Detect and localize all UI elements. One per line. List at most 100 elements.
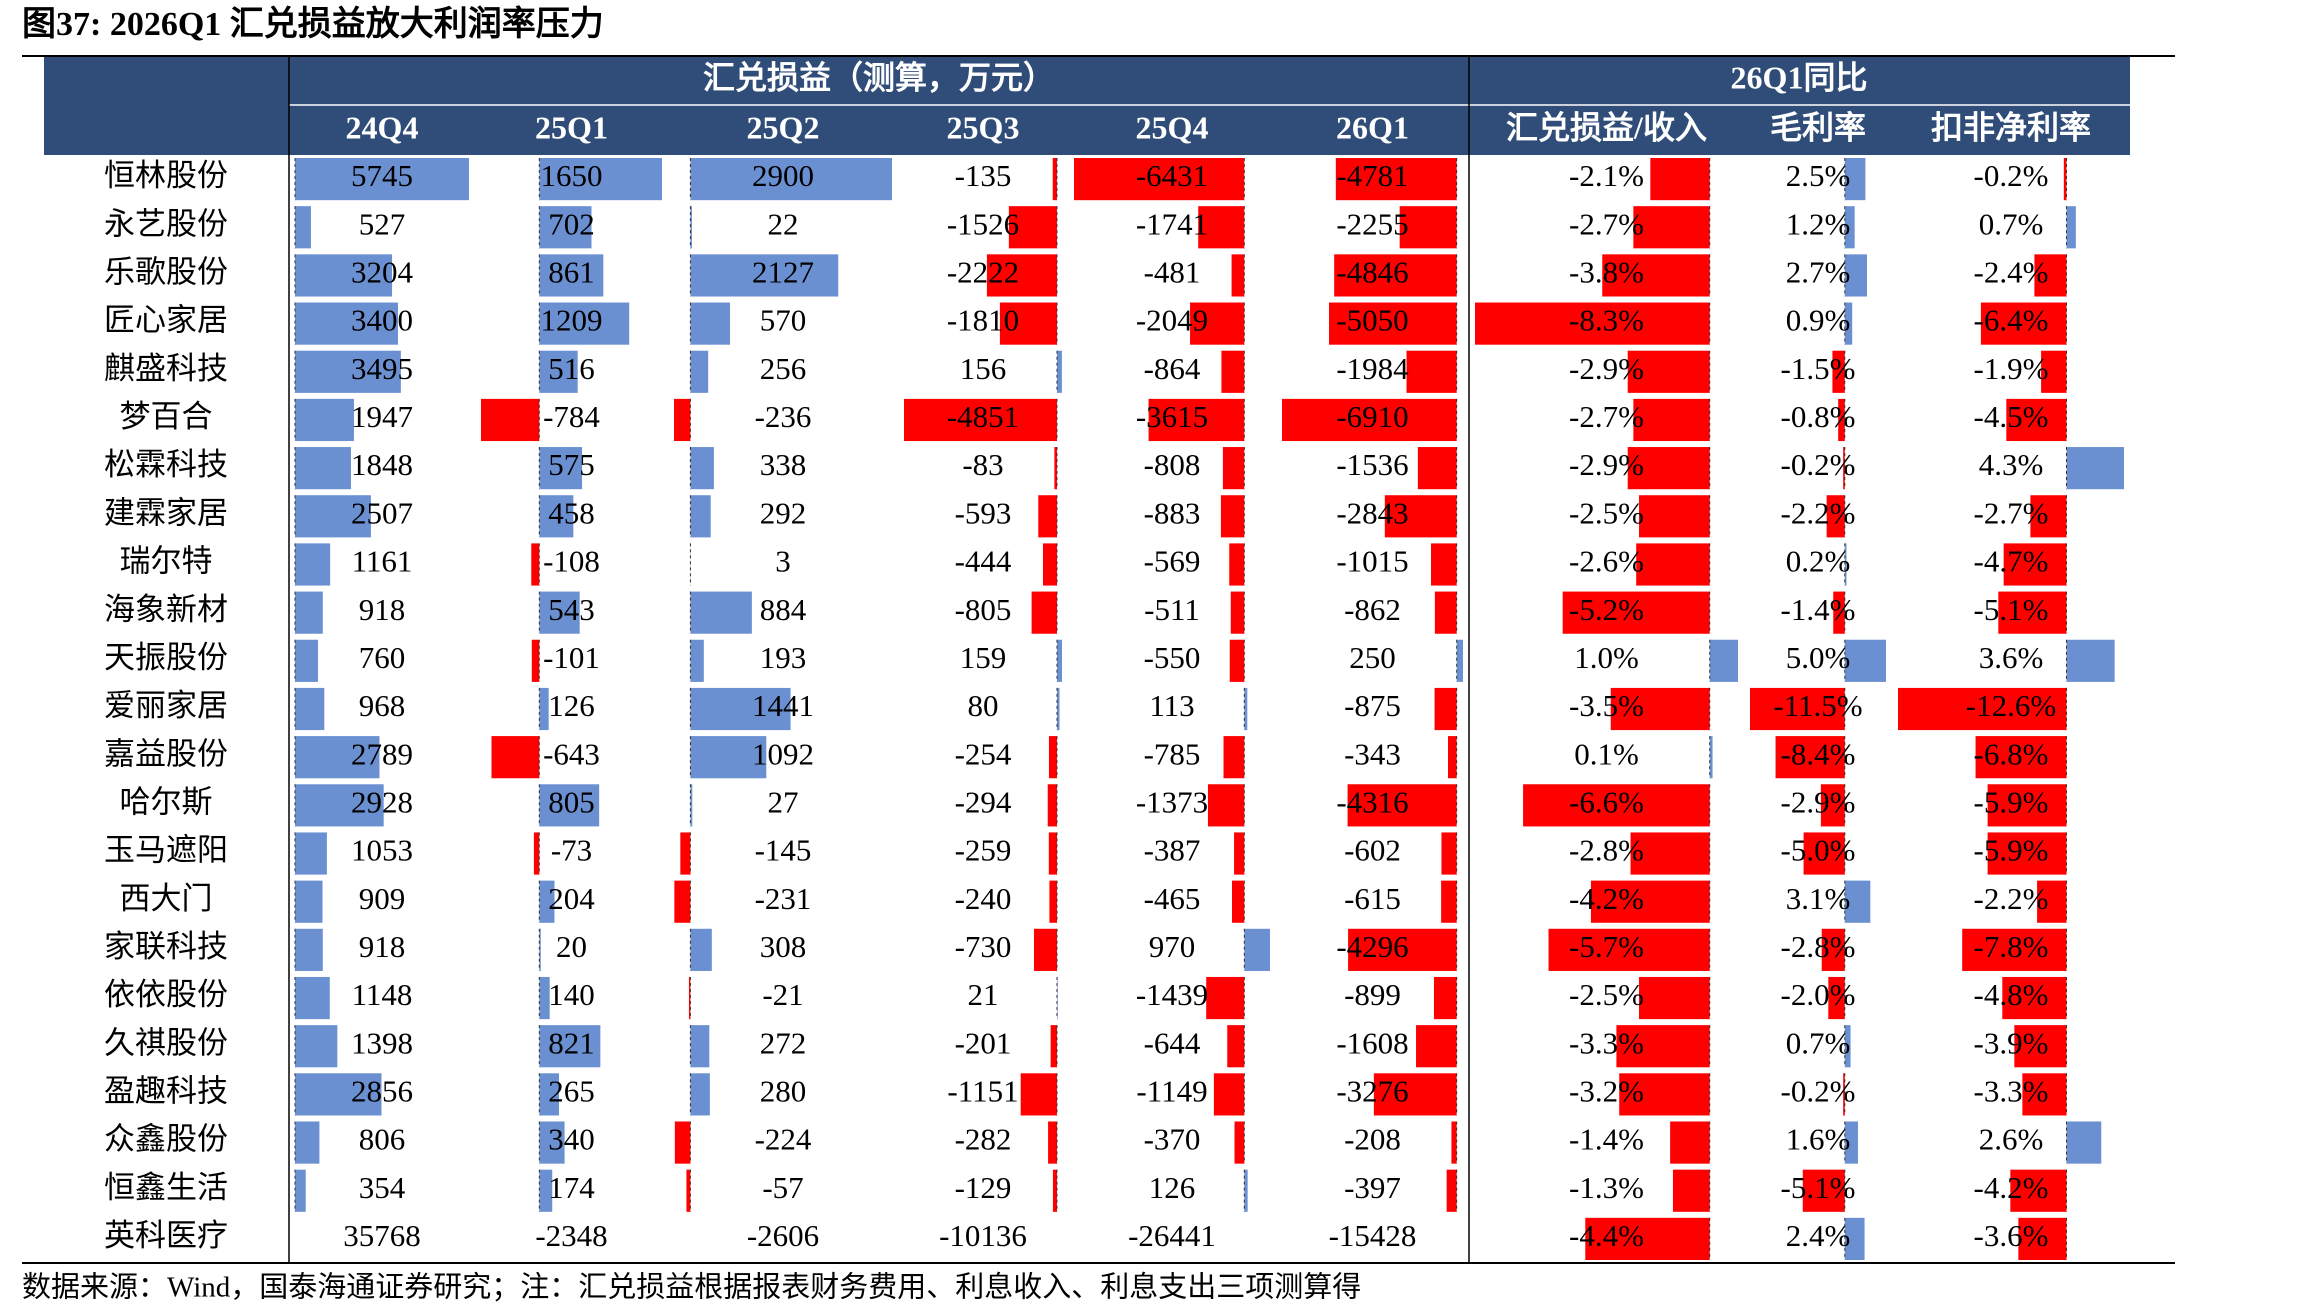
data-bar [1244, 687, 1248, 731]
data-bar [1616, 1025, 1710, 1068]
cell-value: -21 [762, 977, 803, 1012]
data-bar [2066, 639, 2115, 682]
data-bar [2014, 1025, 2067, 1068]
cell-value: -2.9% [1781, 784, 1856, 819]
cell-value: -2.1% [1569, 158, 1644, 193]
cell-value: 338 [760, 447, 807, 482]
data-bar [1833, 591, 1845, 634]
data-bar [295, 254, 393, 297]
data-bar [690, 447, 714, 490]
data-bar [539, 1121, 565, 1164]
data-bar [2003, 543, 2067, 586]
cell-value: -2843 [1336, 495, 1408, 530]
cell-value: -6.6% [1569, 784, 1644, 819]
cell-value: -862 [1344, 592, 1401, 627]
data-bar [1282, 398, 1457, 442]
data-bar [1434, 687, 1457, 731]
data-bar [1619, 1073, 1710, 1116]
data-bar [1231, 880, 1245, 923]
cell-value: 909 [359, 881, 406, 916]
cell-value: 340 [548, 1122, 595, 1157]
data-bar [690, 495, 711, 538]
cell-value: 3495 [351, 351, 413, 386]
data-bar [1844, 158, 1866, 201]
cell-value: -236 [755, 399, 812, 434]
column-header: 扣非净利率 [1931, 109, 2091, 145]
cell-value: 22 [768, 206, 799, 241]
data-bar [690, 254, 839, 297]
title: 图37: 2026Q1 汇兑损益放大利润率压力 [22, 5, 604, 43]
cell-value: 861 [548, 255, 595, 290]
cell-value: -294 [955, 784, 1012, 819]
cell-value: -2.5% [1569, 977, 1644, 1012]
cell-value: 1398 [351, 1025, 413, 1060]
cell-value: -3.8% [1569, 255, 1644, 290]
row-name: 玉马遮阳 [104, 833, 228, 868]
cell-value: -370 [1144, 1122, 1201, 1157]
data-bar [1843, 1073, 1845, 1116]
cell-value: 354 [359, 1170, 406, 1205]
row-name: 建霖家居 [104, 495, 228, 530]
data-bar [1639, 495, 1710, 538]
source-note: 数据来源：Wind，国泰海通证券研究；注：汇兑损益根据报表财务费用、利息收入、利… [22, 1271, 1361, 1304]
cell-value: -259 [955, 833, 1012, 868]
data-bar [1048, 1121, 1057, 1164]
data-bar [2006, 398, 2067, 442]
cell-value: 3400 [351, 303, 413, 338]
data-bar [1416, 1025, 1457, 1068]
data-bar [295, 158, 469, 201]
row-name: 瑞尔特 [120, 544, 213, 579]
cell-value: -4.7% [1974, 544, 2049, 579]
cell-value: 543 [548, 592, 595, 627]
data-bar [1348, 928, 1457, 971]
data-bar [1980, 302, 2067, 345]
cell-value: 193 [760, 640, 807, 675]
data-bar [1802, 1169, 1845, 1212]
cell-value: -12.6% [1966, 688, 2056, 723]
cell-value: -4316 [1336, 784, 1408, 819]
data-bar [1206, 976, 1245, 1020]
data-bar [295, 687, 325, 731]
row-name: 永艺股份 [104, 206, 228, 241]
data-bar [2034, 254, 2067, 297]
row-name: 天振股份 [104, 640, 228, 675]
row-name: 嘉益股份 [104, 736, 228, 771]
cell-value: 1053 [351, 833, 413, 868]
data-bar [1670, 1121, 1710, 1164]
cell-value: -730 [955, 929, 1012, 964]
data-bar [1048, 832, 1057, 875]
cell-value: -602 [1344, 833, 1401, 868]
column-header: 25Q3 [947, 109, 1020, 145]
data-bar [1898, 687, 2067, 731]
column-header: 25Q4 [1136, 109, 1209, 145]
cell-value: 174 [548, 1170, 595, 1205]
data-bar [1056, 639, 1062, 682]
data-bar [1775, 736, 1845, 779]
row-name: 盈趣科技 [104, 1074, 228, 1109]
data-bar [1832, 350, 1845, 393]
data-bar [1334, 254, 1457, 297]
cell-value: 2.5% [1786, 158, 1851, 193]
cell-value: -240 [955, 881, 1012, 916]
cell-value: 702 [548, 206, 595, 241]
data-bar [690, 1073, 710, 1116]
cell-value: -444 [955, 544, 1012, 579]
data-bar [680, 832, 691, 875]
cell-value: -282 [955, 1122, 1012, 1157]
cell-value: -101 [543, 640, 600, 675]
data-bar [1038, 495, 1057, 538]
data-bar [1456, 639, 1463, 682]
data-bar [1213, 1073, 1245, 1116]
data-bar [2041, 350, 2067, 393]
row-name: 爱丽家居 [104, 688, 228, 723]
row-name: 哈尔斯 [120, 784, 213, 819]
data-bar [539, 158, 662, 201]
data-bar [1627, 350, 1710, 393]
cell-value: 292 [760, 495, 807, 530]
cell-value: 5745 [351, 158, 413, 193]
data-bar [690, 784, 693, 827]
data-bar [295, 591, 323, 634]
cell-value: 280 [760, 1074, 807, 1109]
data-bar [1451, 1121, 1457, 1164]
